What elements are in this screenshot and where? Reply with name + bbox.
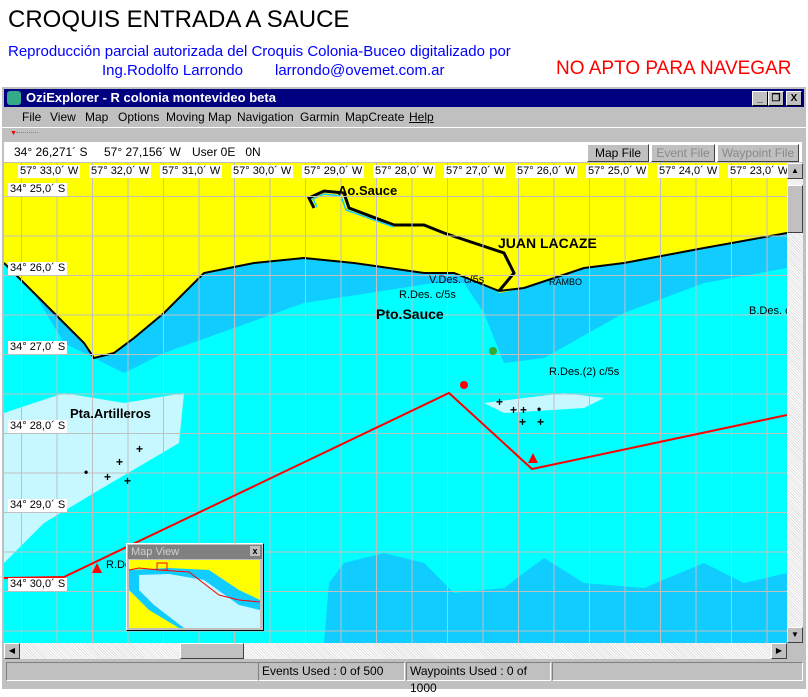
scroll-up-icon[interactable]: ▲ <box>787 163 803 179</box>
scroll-down-icon[interactable]: ▼ <box>787 627 803 643</box>
menu-garmin[interactable]: Garmin <box>300 110 340 124</box>
svg-text:+: + <box>510 403 517 417</box>
menu-navigation[interactable]: Navigation <box>237 110 294 124</box>
light-b-des: B.Des. c <box>749 305 787 317</box>
route-line <box>4 391 787 579</box>
close-button[interactable]: X <box>786 91 802 106</box>
map-view-titlebar[interactable]: Map View x <box>128 545 262 559</box>
lat-label: 34° 25,0´ S <box>8 183 68 196</box>
place-pto-sauce: Pto.Sauce <box>376 306 444 322</box>
toolbar-grip <box>16 132 38 133</box>
river-sauce-water <box>311 193 395 228</box>
lon-label: 57° 26,0´ W <box>515 165 578 178</box>
user-coords: User 0E 0N <box>192 145 261 159</box>
map-view-title: Map View <box>131 546 180 558</box>
events-used: Events Used : 0 of 500 <box>258 662 405 681</box>
waypoints-used: Waypoints Used : 0 of 1000 <box>406 662 551 695</box>
credit-author: Ing.Rodolfo Larrondo <box>102 62 243 79</box>
horizontal-scroll-thumb[interactable] <box>180 643 244 659</box>
waypoint-file-button[interactable]: Waypoint File <box>717 144 799 162</box>
status-bar: Events Used : 0 of 500 Waypoints Used : … <box>4 661 804 695</box>
lon-label: 57° 25,0´ W <box>586 165 649 178</box>
shoal-area <box>4 393 604 563</box>
place-ao-sauce: Ao.Sauce <box>338 183 398 198</box>
window-title: OziExplorer - R colonia montevideo beta <box>26 90 276 105</box>
lon-label: 57° 33,0´ W <box>18 165 81 178</box>
chart-graphics: +++ +• ++ + •+ + <box>4 163 787 643</box>
scroll-left-icon[interactable]: ◀ <box>4 643 20 659</box>
menu-map[interactable]: Map <box>85 110 109 124</box>
vertical-scrollbar[interactable]: ▲ ▼ <box>787 163 803 643</box>
event-file-button[interactable]: Event File <box>651 144 715 162</box>
coastline <box>4 232 787 360</box>
buoy-icon <box>92 347 538 573</box>
menu-bar: File View Map Options Moving Map Navigat… <box>2 108 806 126</box>
svg-text:+: + <box>519 415 526 429</box>
scroll-right-icon[interactable]: ▶ <box>771 643 787 659</box>
lon-label: 57° 24,0´ W <box>657 165 720 178</box>
lon-label: 57° 28,0´ W <box>373 165 436 178</box>
hazard-marks: +++ +• ++ + •+ + <box>84 395 544 488</box>
horizontal-scrollbar[interactable]: ◀ ▶ <box>4 643 787 659</box>
menu-file[interactable]: File <box>22 110 42 124</box>
page-title: CROQUIS ENTRADA A SAUCE <box>8 6 350 33</box>
lon-label: 57° 29,0´ W <box>302 165 365 178</box>
place-rambo: RAMBO <box>549 277 583 287</box>
map-view-close-button[interactable]: x <box>250 546 260 556</box>
title-bar[interactable]: OziExplorer - R colonia montevideo beta … <box>4 89 804 107</box>
lon-label: 57° 23,0´ W <box>728 165 787 178</box>
place-juan-lacaze: JUAN LACAZE <box>498 235 597 251</box>
status-panel-empty <box>552 662 803 681</box>
coordinate-bar: 34° 26,271´ S 57° 27,156´ W User 0E 0N M… <box>4 142 802 162</box>
credit-email: larrondo@ovemet.com.ar <box>275 62 445 79</box>
lat-label: 34° 26,0´ S <box>8 262 68 275</box>
svg-text:+: + <box>496 395 503 409</box>
menu-options[interactable]: Options <box>118 110 160 124</box>
lon-label: 57° 30,0´ W <box>231 165 294 178</box>
warning-text: NO APTO PARA NAVEGAR <box>556 58 792 79</box>
map-canvas[interactable]: + + + + • + + + • + + 57° 33,0´ W 57° 32,0´ W 57° 3… <box>4 163 787 643</box>
lat-label: 34° 29,0´ S <box>8 499 68 512</box>
svg-text:+: + <box>136 442 143 456</box>
svg-text:•: • <box>537 402 541 416</box>
vertical-scroll-thumb[interactable] <box>787 185 803 233</box>
map-view-panel[interactable]: Map View x <box>126 543 264 631</box>
menu-moving-map[interactable]: Moving Map <box>166 110 232 124</box>
svg-text:+: + <box>520 403 527 417</box>
land-area <box>4 163 787 358</box>
svg-text:+: + <box>124 474 131 488</box>
minimize-button[interactable]: _ <box>752 91 768 106</box>
menu-view[interactable]: View <box>50 110 76 124</box>
lat-label: 34° 27,0´ S <box>8 341 68 354</box>
svg-text:•: • <box>84 465 88 479</box>
cursor-lon: 57° 27,156´ W <box>104 145 181 159</box>
credit-line: Reproducción parcial autorizada del Croq… <box>8 43 511 60</box>
light-v-des: V.Des. c/5s <box>429 274 485 286</box>
lat-label: 34° 30,0´ S <box>8 578 68 591</box>
lon-label: 57° 27,0´ W <box>444 165 507 178</box>
svg-text:+: + <box>537 415 544 429</box>
ozi-window: OziExplorer - R colonia montevideo beta … <box>2 87 806 695</box>
river-sauce <box>306 189 516 292</box>
toolbar-handle-icon[interactable]: ▼ <box>10 130 17 137</box>
toolbar: ▼ <box>2 127 806 140</box>
lon-label: 57° 32,0´ W <box>89 165 152 178</box>
status-panel-empty <box>6 662 259 681</box>
deep-channel-area <box>324 553 787 643</box>
map-view-thumbnail[interactable] <box>129 560 260 628</box>
map-file-button[interactable]: Map File <box>587 144 649 162</box>
restore-button[interactable]: ❐ <box>768 91 784 106</box>
place-pta-artilleros: Pta.Artilleros <box>70 406 151 421</box>
menu-mapcreate[interactable]: MapCreate <box>345 110 405 124</box>
svg-text:+: + <box>104 470 111 484</box>
lat-label: 34° 28,0´ S <box>8 420 68 433</box>
svg-text:+: + <box>116 455 123 469</box>
cursor-lat: 34° 26,271´ S <box>14 145 88 159</box>
menu-help[interactable]: Help <box>409 110 434 124</box>
app-icon <box>7 91 21 105</box>
light-r-des2-east: R.Des.(2) c/5s <box>549 366 620 378</box>
light-r-des: R.Des. c/5s <box>399 289 456 301</box>
lon-label: 57° 31,0´ W <box>160 165 223 178</box>
